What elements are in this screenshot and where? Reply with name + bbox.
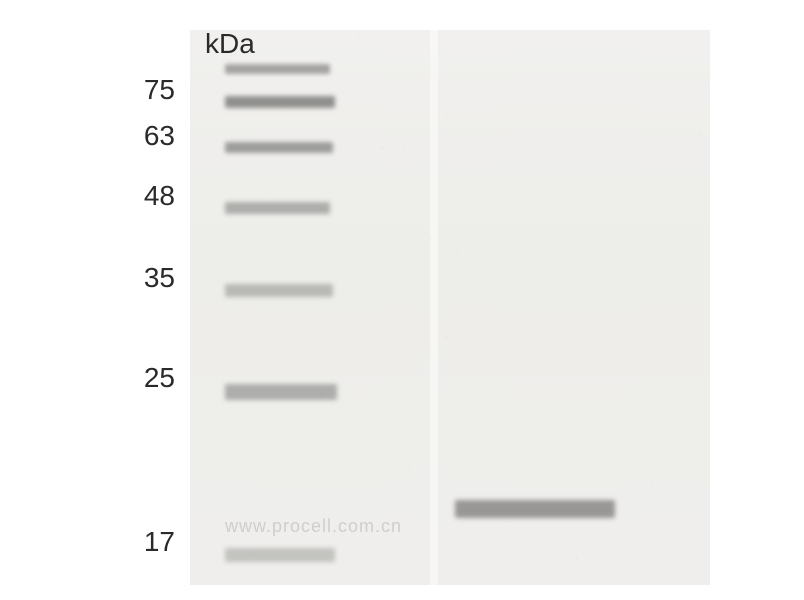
ladder-band-top (225, 64, 330, 74)
gel-image-container: kDa 75 63 48 35 25 17 www.procell.com.cn (0, 0, 804, 600)
ladder-band-63 (225, 142, 333, 153)
sample-band-0 (455, 500, 615, 518)
ladder-band-48 (225, 202, 330, 214)
ladder-band-17 (225, 548, 335, 562)
ladder-band-75 (225, 96, 335, 108)
marker-label-35: 35 (144, 262, 175, 294)
unit-label: kDa (205, 28, 255, 60)
marker-label-75: 75 (144, 74, 175, 106)
marker-label-17: 17 (144, 526, 175, 558)
gel-background (190, 30, 710, 585)
ladder-band-25 (225, 384, 337, 400)
marker-label-25: 25 (144, 362, 175, 394)
watermark-text: www.procell.com.cn (225, 516, 402, 537)
marker-label-63: 63 (144, 120, 175, 152)
ladder-band-35 (225, 284, 333, 297)
marker-label-48: 48 (144, 180, 175, 212)
lane-divider (430, 30, 438, 585)
